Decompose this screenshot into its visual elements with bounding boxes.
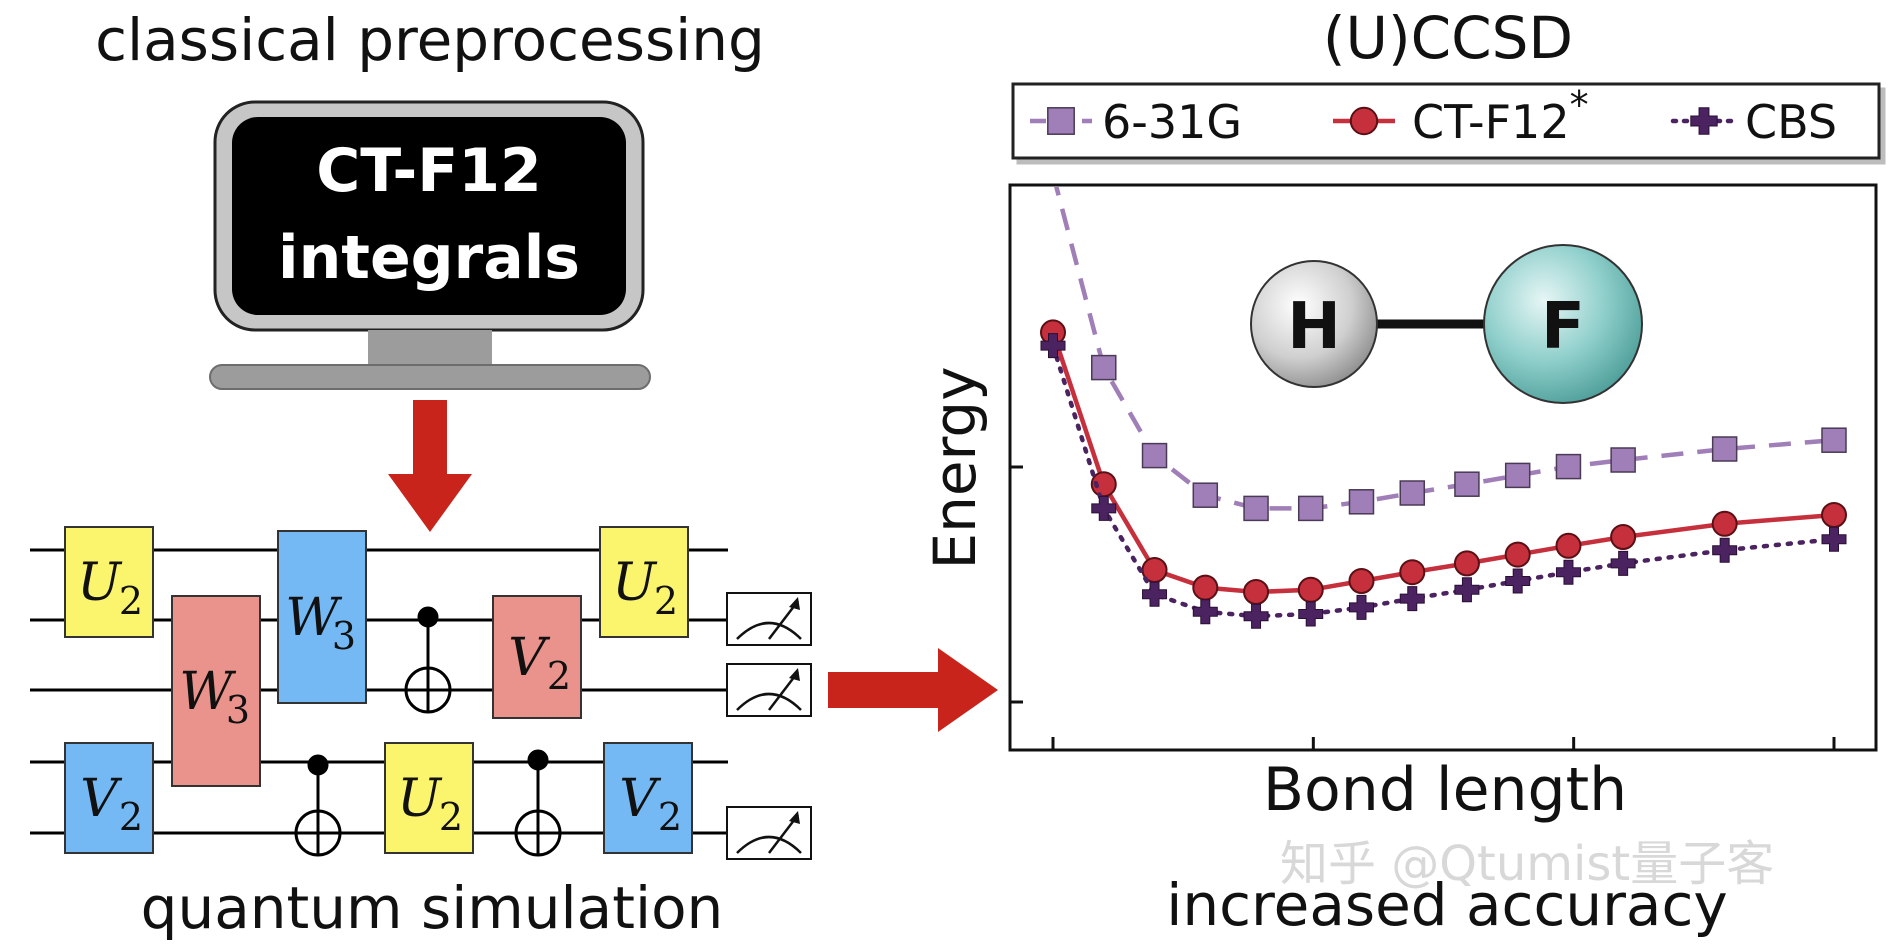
data-point-circle (1243, 579, 1270, 605)
y-axis-label: Energy (921, 366, 989, 569)
legend: 6-31G CT-F12* CBS (1011, 82, 1881, 160)
data-point-square (1141, 442, 1168, 469)
gate-label: V (619, 769, 661, 829)
gate-label: U (612, 553, 658, 613)
meter-3-icon (726, 806, 812, 860)
data-point-square (1297, 495, 1324, 522)
gate-subscript: 2 (119, 795, 143, 839)
gate-subscript: 2 (439, 795, 463, 839)
series-line (1054, 187, 1835, 511)
legend-marker (1047, 107, 1075, 135)
gate-label: W (285, 588, 342, 648)
data-point-circle (1711, 510, 1738, 537)
gate-label: V (508, 628, 550, 688)
data-point-plus (1142, 581, 1168, 607)
data-point-plus (1555, 559, 1581, 585)
data-point-circle (1821, 502, 1847, 528)
hf-molecule-icon: H F (1250, 244, 1643, 404)
data-point-circle (1399, 559, 1426, 586)
gate-label: V (80, 769, 122, 829)
data-point-plus (1298, 601, 1324, 627)
gate-subscript: 3 (332, 614, 356, 658)
gate-label: U (397, 769, 443, 829)
data-point-plus (1712, 537, 1738, 563)
data-point-plus (1192, 599, 1218, 625)
increased-accuracy-label: increased accuracy (1166, 871, 1727, 939)
data-point-circle (1610, 524, 1637, 550)
data-point-plus (1454, 577, 1480, 603)
data-point-square (1610, 447, 1636, 473)
series-ct-f12- (1040, 319, 1847, 605)
data-point-square (1454, 471, 1480, 497)
gate-label: W (179, 662, 236, 722)
monitor-line-integrals: integrals (278, 223, 580, 293)
data-point-circle (1348, 568, 1375, 594)
data-point-plus (1040, 333, 1066, 359)
data-point-circle (1192, 574, 1219, 601)
down-arrow-icon (388, 400, 472, 532)
gate-subscript: 2 (547, 654, 571, 698)
legend-marker (1690, 107, 1718, 135)
meter-2-icon (726, 663, 812, 717)
series-6-31g (1041, 162, 1847, 522)
data-point-circle (1453, 550, 1480, 577)
data-point-square (1555, 453, 1582, 480)
legend-item-cbs: CBS (1670, 95, 1837, 149)
data-point-square (1192, 482, 1219, 508)
data-point-circle (1504, 541, 1531, 568)
gate-w3-blue: W3 (277, 530, 367, 704)
data-point-square (1504, 462, 1531, 489)
legend-label: 6-31G (1102, 95, 1242, 149)
classical-preprocessing-label: classical preprocessing (95, 6, 765, 74)
data-point-square (1399, 480, 1426, 506)
series-cbs (1040, 333, 1847, 629)
data-point-square (1041, 162, 1065, 186)
data-point-plus (1821, 526, 1847, 552)
cnot-gate-3 (514, 749, 562, 857)
gate-label: U (77, 553, 123, 613)
data-point-square (1091, 354, 1117, 381)
data-point-circle (1297, 576, 1324, 603)
right-arrow-icon (828, 648, 998, 732)
legend-label: CBS (1745, 95, 1837, 149)
x-axis-label: Bond length (1263, 755, 1627, 825)
legend-item-6-31g: 6-31G (1030, 95, 1242, 149)
data-point-plus (1399, 586, 1425, 612)
gate-u2-top-left: U2 (64, 526, 154, 638)
data-point-square (1711, 436, 1738, 462)
gate-u2-middle: U2 (384, 742, 474, 854)
data-point-plus (1505, 568, 1531, 594)
data-point-square (1348, 489, 1375, 515)
cnot-gate-1 (404, 606, 452, 714)
gate-subscript: 2 (654, 579, 678, 623)
data-point-plus (1610, 550, 1636, 576)
gate-w3-red: W3 (171, 595, 261, 787)
quantum-simulation-label: quantum simulation (141, 874, 724, 942)
legend-marker (1349, 106, 1379, 136)
atom-h-label: H (1287, 290, 1341, 364)
data-point-square (1243, 495, 1269, 522)
gate-subscript: 2 (658, 795, 682, 839)
data-point-circle (1555, 532, 1582, 559)
gate-u2-top-right: U2 (599, 526, 689, 638)
computer-monitor-icon: CT-F12 integrals (209, 100, 651, 390)
gate-subscript: 2 (119, 579, 143, 623)
watermark: 知乎 @Qtumist量子客 (1280, 836, 1774, 892)
plot-frame (1008, 183, 1878, 752)
chart-title: (U)CCSD (1323, 4, 1573, 72)
data-point-plus (1348, 594, 1374, 620)
meter-1-icon (726, 592, 812, 646)
monitor-line-ctf12: CT-F12 (316, 136, 542, 206)
cnot-gate-2 (294, 754, 342, 857)
gate-subscript: 3 (226, 688, 250, 732)
data-point-plus (1243, 603, 1269, 629)
data-point-square (1821, 427, 1847, 453)
atom-f-label: F (1541, 290, 1585, 364)
data-point-plus (1091, 495, 1117, 521)
